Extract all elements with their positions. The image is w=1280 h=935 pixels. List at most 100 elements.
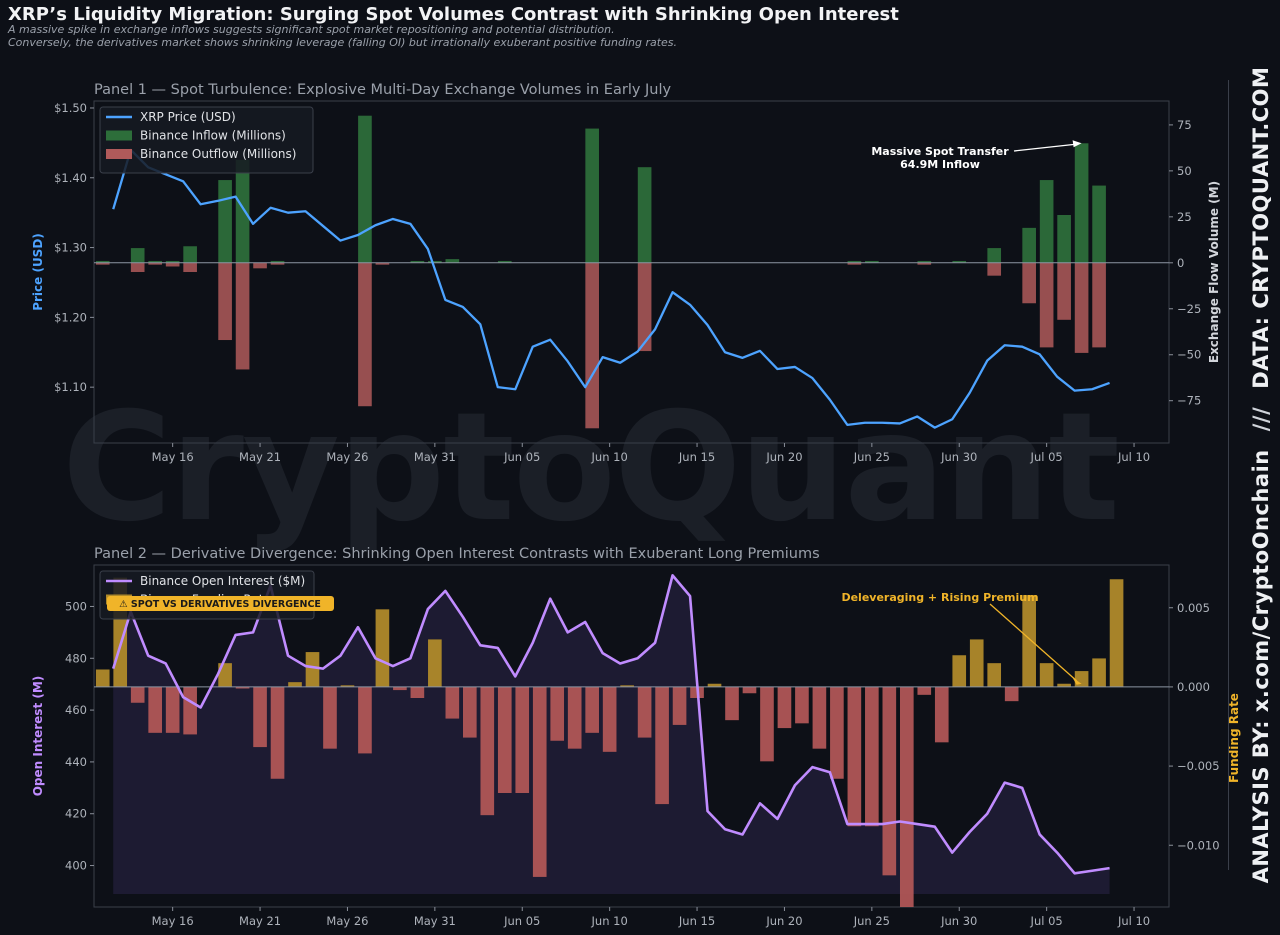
subtitle-line-2: Conversely, the derivatives market shows… [8,36,678,49]
legend: Binance Open Interest ($M)Binance Fundin… [99,570,315,620]
funding-bar [165,686,180,733]
funding-bar [637,686,652,738]
funding-bar [987,663,1002,687]
x-tick-label: Jun 05 [503,914,540,928]
x-tick-label: May 21 [239,914,281,928]
funding-bar [95,669,110,687]
funding-bar [567,686,582,749]
outflow-bar [235,262,250,370]
inflow-bar [987,248,1002,263]
x-tick-label: Jun 25 [853,450,890,464]
annotation-text: 64.9M Inflow [900,158,980,171]
inflow-bar [585,128,599,263]
funding-bar [497,686,512,793]
y-right-tick-label: 0 [1177,256,1184,270]
inflow-bar [1022,227,1036,263]
annotation-arrowhead [1072,140,1082,148]
funding-bar [480,686,495,816]
legend: XRP Price (USD) Binance Inflow (Millions)… [99,106,314,174]
inflow-bar [148,260,162,263]
y-tick-label: $1.30 [54,241,87,255]
funding-bar [899,686,914,907]
funding-bar [847,686,862,827]
x-tick-label: May 26 [326,450,368,464]
y-right-tick-label: 75 [1177,118,1192,132]
y-tick-label: $1.20 [54,310,87,324]
y-tick-label: $1.40 [54,171,87,185]
funding-bar [585,686,599,733]
inflow-bar [952,260,967,263]
x-tick-label: May 26 [326,914,368,928]
funding-bar [620,685,634,687]
inflow-bar [865,260,879,263]
y-tick-label: 480 [65,651,87,665]
funding-bar [393,686,407,691]
annotation-text: Massive Spot Transfer [871,145,1009,158]
y-right-tick-label: −50 [1177,348,1201,362]
y-right-tick-label: −75 [1177,394,1201,408]
x-tick-label: Jun 15 [678,914,715,928]
outflow-bar [130,262,145,272]
legend-patch-swatch [106,149,132,159]
funding-bar [865,686,879,827]
outflow-bar [1057,262,1071,320]
funding-bar [707,683,722,687]
inflow-bar [130,248,145,263]
funding-bar [515,686,530,793]
panel-1: Panel 1 — Spot Turbulence: Explosive Mul… [31,82,1221,464]
y-right-tick-label: 0.000 [1177,680,1210,694]
funding-bar [917,686,932,695]
inflow-bar [358,115,372,263]
outflow-bar [987,262,1002,276]
inflow-bar [410,260,425,263]
inflow-bar [235,159,250,263]
legend-label: XRP Price (USD) [140,110,236,124]
side-credit-analysis: ANALYSIS BY: x.com/CryptoOnchain [1249,449,1273,884]
y-axis-label: Open Interest (M) [31,676,45,797]
annotation-arrow [989,603,1078,682]
outflow-bar [917,262,932,265]
inflow-bar [637,167,652,263]
funding-bar [1092,658,1106,687]
outflow-bar [1039,262,1054,348]
funding-bar [288,682,302,687]
chart-title: XRP’s Liquidity Migration: Surging Spot … [8,4,899,25]
funding-bar [253,686,267,748]
outflow-bar [270,262,285,265]
y-right-tick-label: 50 [1177,164,1192,178]
divergence-badge-text: ⚠ SPOT VS DERIVATIVES DIVERGENCE [119,599,321,610]
outflow-bar [165,262,180,267]
y-tick-label: 500 [65,599,87,613]
inflow-bar [917,260,932,263]
y-right-tick-label: 25 [1177,210,1192,224]
x-tick-label: Jun 30 [940,450,977,464]
x-tick-label: Jun 10 [591,450,628,464]
outflow-bar [1074,262,1089,353]
price-line [112,148,1110,429]
x-tick-label: May 16 [152,914,194,928]
plot-frame [93,100,1170,444]
funding-bar [340,685,355,687]
funding-bar [1109,579,1124,687]
funding-bar [777,686,792,729]
funding-bar [218,663,232,687]
funding-bar [1039,663,1054,687]
x-tick-label: Jun 20 [765,450,802,464]
x-tick-label: Jun 10 [591,914,628,928]
plot-frame [93,564,1170,908]
inflow-bar [1057,215,1071,263]
y-right-tick-label: 0.005 [1177,601,1210,615]
inflow-bar [270,260,285,263]
x-tick-label: May 21 [239,450,281,464]
legend-label: Binance Open Interest ($M) [140,574,305,588]
outflow-bar [375,262,390,265]
divergence-badge [107,596,334,611]
funding-bar [795,686,809,724]
y-right-axis-label: Funding Rate [1227,693,1241,783]
inflow-bar [428,260,442,263]
outflow-bar [95,262,110,265]
funding-bar [725,686,739,721]
funding-bar [830,686,844,779]
funding-bar [532,686,547,877]
x-tick-label: May 31 [414,914,456,928]
